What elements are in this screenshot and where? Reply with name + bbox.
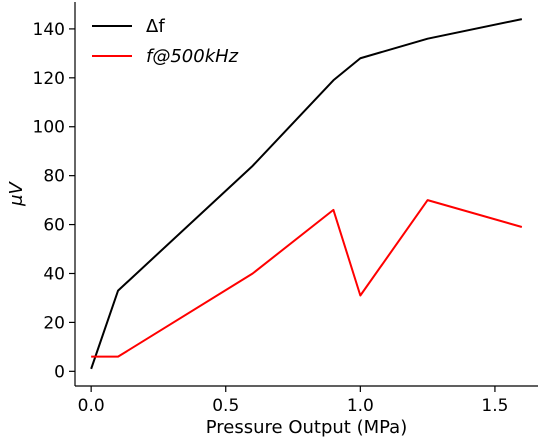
x-ticks: 0.0 0.5 1.0 1.5 — [78, 386, 508, 416]
x-tick-label: 0.5 — [212, 396, 239, 416]
x-tick-label: 1.5 — [481, 396, 508, 416]
y-tick-label: 120 — [33, 69, 65, 89]
y-tick-label: 140 — [33, 20, 65, 40]
axes — [74, 2, 538, 387]
x-axis-label: Pressure Output (MPa) — [206, 417, 407, 438]
y-tick-label: 0 — [54, 362, 65, 382]
y-tick-label: 40 — [43, 264, 65, 284]
y-axis-label: μV — [6, 180, 27, 206]
y-ticks: 0 20 40 60 80 100 120 140 — [33, 20, 75, 382]
y-tick-label: 100 — [33, 118, 65, 138]
series-layer — [90, 18, 523, 370]
series-line-delta-f — [90, 18, 523, 370]
y-tick-label: 80 — [43, 167, 65, 187]
y-tick-label: 60 — [43, 216, 65, 236]
legend-label-f-500khz: f@500kHz — [146, 46, 239, 67]
legend: Δf f@500kHz — [92, 16, 239, 67]
x-tick-label: 1.0 — [347, 396, 374, 416]
x-tick-label: 0.0 — [78, 396, 105, 416]
y-tick-label: 20 — [43, 313, 65, 333]
series-line-f-500khz — [91, 199, 523, 358]
legend-label-delta-f: Δf — [146, 16, 165, 37]
